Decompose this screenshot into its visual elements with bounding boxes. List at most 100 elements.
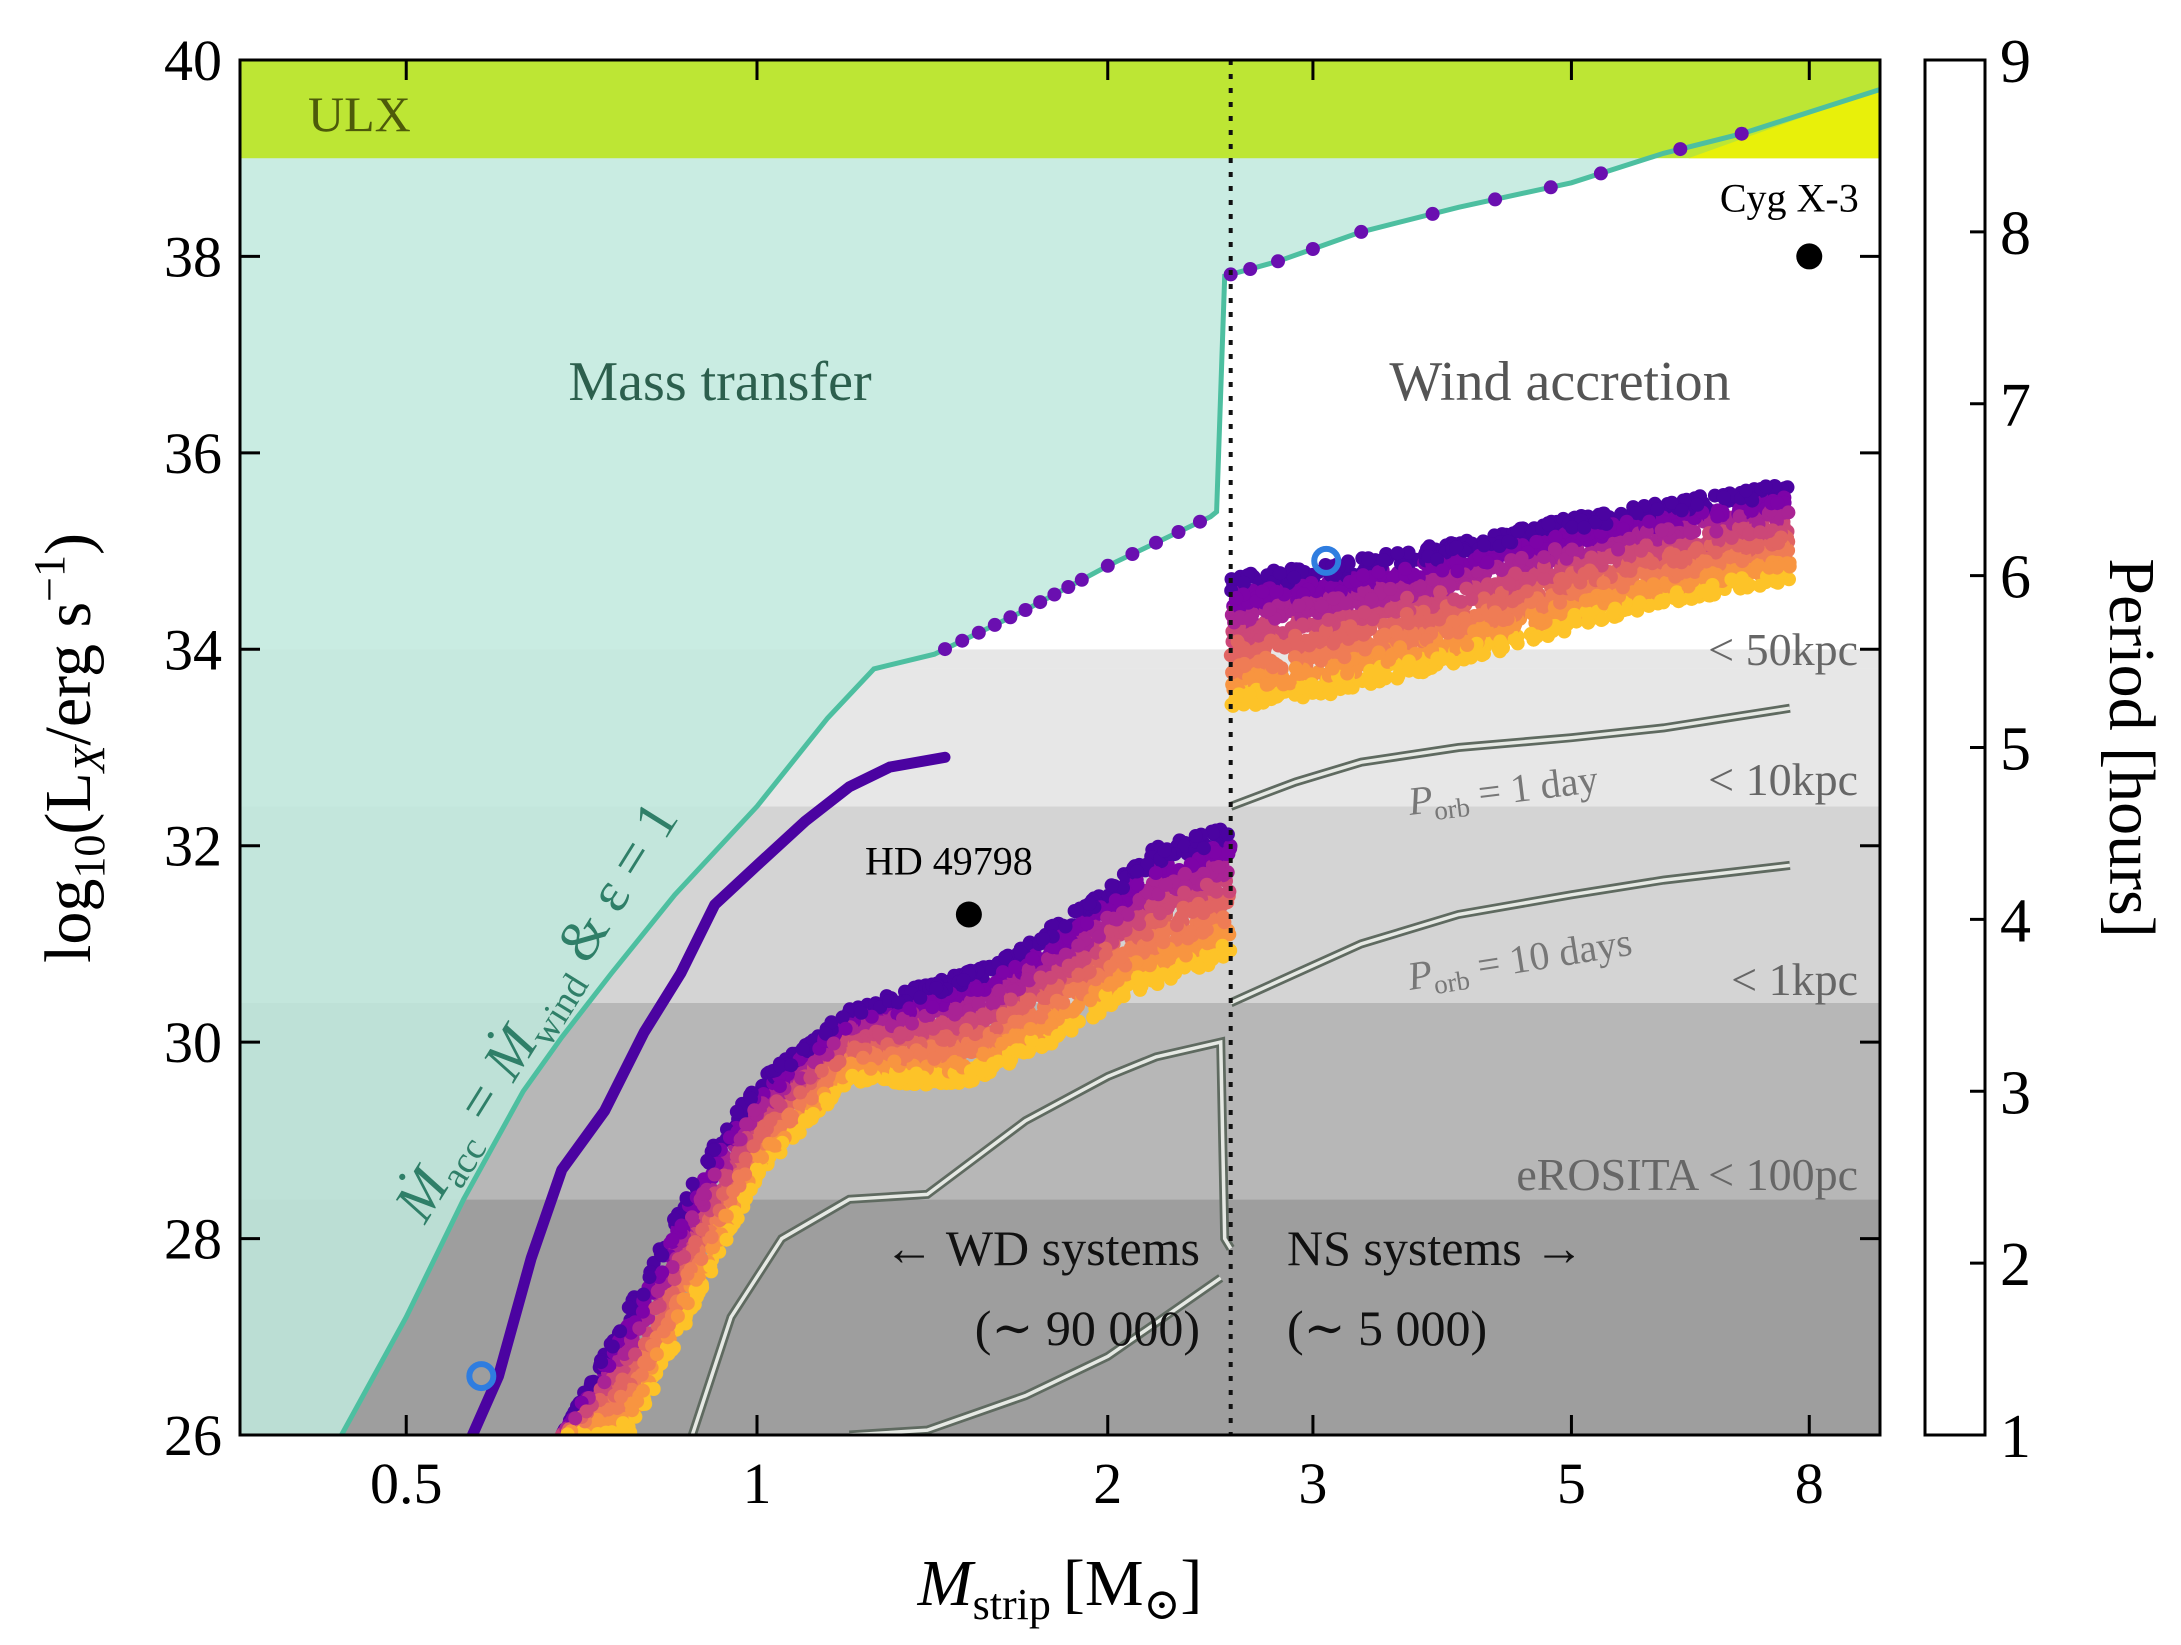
wd-point [1157,843,1172,858]
ns-point [1501,576,1516,591]
wd-point [733,1132,748,1147]
y-axis-label: log10(LX/erg s−1) [25,533,114,963]
ns-point [1579,604,1594,619]
wd-point [937,1032,952,1047]
wd-point [731,1169,746,1184]
observed-point [955,901,982,928]
ns-point [1750,559,1765,574]
ns-point [1255,584,1270,599]
ns-point [1325,661,1340,676]
wd-point [964,1042,978,1057]
wd-point [634,1367,649,1382]
ns-point [1262,602,1277,617]
wd-systems-line1: ← WD systems [884,1220,1200,1276]
ns-point [1705,578,1720,592]
wd-systems-line2: (∼ 90 000) [975,1300,1200,1356]
ns-point [1446,614,1461,629]
porb-curve-inner-1 [1229,863,1791,1005]
ns-systems-line1: NS systems → [1287,1220,1584,1276]
ns-point [1782,559,1797,574]
x-ticks: 0.5 1 2 3 5 8 [370,60,1824,1516]
ns-point [1419,633,1434,647]
ns-point [1430,651,1445,666]
wd-point [1210,898,1224,913]
ns-point [1364,592,1379,606]
wd-point [793,1085,808,1100]
ns-point [1370,665,1385,680]
ns-point [1735,573,1749,588]
wd-point [1211,860,1226,874]
wd-point [792,1096,807,1111]
wd-point [998,950,1013,965]
ns-point [1634,543,1649,558]
mass-transfer-dot [1305,242,1320,256]
ns-point [1646,577,1661,592]
wd-point [1215,938,1230,953]
ns-point [1690,497,1705,512]
wd-point [994,1036,1009,1051]
wd-point [1108,893,1123,908]
ns-point [1371,565,1386,580]
wd-point [1140,927,1154,942]
ns-point [1753,525,1768,540]
ns-point [1237,656,1252,671]
wd-point [1118,923,1133,938]
ns-point [1596,576,1611,590]
mass-transfer-dot [1271,254,1285,269]
ns-point [1309,631,1324,646]
mass-transfer-dots [938,126,1749,657]
mass-transfer-dot [1488,192,1503,207]
wd-point [707,1167,722,1182]
wd-point [806,1107,821,1121]
wd-point [700,1153,715,1168]
wd-point [792,1124,807,1139]
wd-point [1178,866,1192,881]
porb-curve-inner-3 [849,1276,1222,1435]
highlight-circle [466,1361,497,1392]
wd-point [856,1050,871,1065]
ns-point [1447,592,1462,607]
ns-point [1398,561,1413,576]
ns-point [1242,612,1257,627]
wd-point [1116,985,1131,1000]
wd-point [1156,967,1171,982]
ns-point [1361,552,1376,567]
wd-point [1036,990,1051,1005]
ulx-band [240,60,1880,159]
ns-point [1323,687,1338,702]
wd-point [864,1009,879,1024]
ns-point [1412,579,1427,594]
wd-point [1218,846,1233,861]
wd-point [782,1114,797,1129]
ns-point [1442,652,1457,667]
wd-point [913,1046,928,1061]
wd-point [747,1103,762,1118]
band-label-10kpc: < 10kpc [1708,754,1858,805]
wd-point [913,990,928,1005]
wd-point [1222,884,1237,899]
y-tick-label: 40 [164,28,222,93]
wd-point [1071,938,1086,953]
ns-point [1553,595,1568,610]
ns-point [1377,627,1392,642]
ns-point [1326,636,1341,651]
ns-point [1770,496,1785,511]
wd-point [636,1287,651,1302]
colorbar-tick-label: 9 [2000,28,2031,96]
wd-point [617,1347,632,1361]
wd-point [1180,931,1195,946]
wd-point [1061,958,1076,973]
ns-point [1411,613,1426,628]
wd-point [738,1151,753,1166]
porb-curve-inner-2 [690,1039,1233,1435]
mass-transfer-dot [1593,166,1608,181]
mass-transfer-dot [1243,262,1258,276]
ns-point [1391,669,1406,683]
y-tick-label: 30 [164,1010,222,1075]
colorbar-tick-label: 6 [2000,544,2031,612]
wd-point [594,1355,609,1370]
wd-point [927,1074,942,1089]
wd-point [1132,917,1147,932]
wd-point [1071,967,1086,982]
